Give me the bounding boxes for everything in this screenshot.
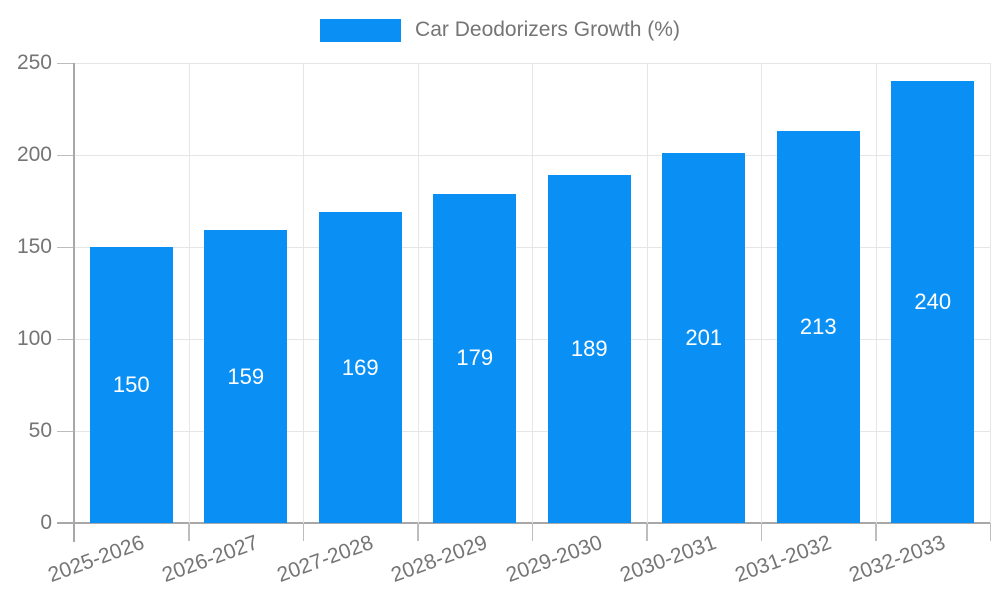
bar-value-label: 159 bbox=[227, 363, 265, 389]
y-tick-mark bbox=[57, 154, 74, 156]
y-tick-label: 250 bbox=[16, 51, 52, 74]
v-gridline bbox=[875, 63, 877, 523]
x-tick-label: 2028-2029 bbox=[388, 531, 491, 587]
legend-label: Car Deodorizers Growth (%) bbox=[415, 18, 680, 41]
bar-value-label: 179 bbox=[456, 345, 494, 371]
v-gridline bbox=[188, 63, 190, 523]
y-tick-label: 200 bbox=[16, 143, 52, 166]
v-gridline bbox=[990, 63, 991, 523]
bar-value-label: 189 bbox=[570, 336, 608, 362]
y-tick-mark bbox=[57, 246, 74, 248]
bar[interactable]: 179 bbox=[433, 193, 517, 523]
y-tick-mark bbox=[57, 338, 74, 340]
bar[interactable]: 189 bbox=[547, 175, 631, 523]
bar-value-label: 213 bbox=[799, 314, 837, 340]
bar[interactable]: 201 bbox=[662, 153, 746, 523]
y-tick-label: 150 bbox=[16, 235, 52, 258]
v-gridline bbox=[303, 63, 304, 523]
bar-value-label: 201 bbox=[685, 325, 723, 351]
y-tick-mark bbox=[57, 430, 74, 432]
x-tick-label: 2025-2026 bbox=[44, 531, 148, 587]
y-axis-line bbox=[73, 63, 75, 542]
y-tick-label: 100 bbox=[16, 327, 52, 350]
bar-value-label: 150 bbox=[112, 372, 150, 397]
legend-swatch bbox=[320, 18, 402, 42]
bar[interactable]: 159 bbox=[204, 230, 288, 523]
x-tick-mark bbox=[646, 523, 648, 541]
v-gridline bbox=[761, 63, 762, 523]
x-tick-mark bbox=[989, 523, 991, 541]
x-tick-mark bbox=[302, 523, 304, 541]
y-tick-label: 50 bbox=[28, 419, 52, 442]
v-gridline bbox=[417, 63, 419, 523]
x-tick-mark bbox=[188, 523, 190, 541]
bar-value-label: 169 bbox=[341, 354, 379, 380]
x-tick-mark bbox=[875, 523, 877, 541]
y-tick-mark bbox=[57, 62, 74, 64]
bar[interactable]: 213 bbox=[776, 131, 860, 523]
x-tick-label: 2032-2033 bbox=[846, 531, 949, 587]
x-tick-label: 2030-2031 bbox=[617, 531, 720, 587]
x-tick-mark bbox=[417, 523, 419, 541]
v-gridline bbox=[646, 63, 648, 523]
x-tick-label: 2029-2030 bbox=[502, 531, 606, 587]
bar[interactable]: 240 bbox=[891, 81, 975, 523]
legend-item[interactable]: Car Deodorizers Growth (%) bbox=[0, 18, 1000, 42]
x-tick-mark bbox=[531, 523, 533, 541]
y-tick-label: 0 bbox=[40, 511, 52, 534]
x-tick-mark bbox=[760, 523, 762, 541]
bar-value-label: 240 bbox=[914, 289, 952, 315]
v-gridline bbox=[532, 63, 533, 523]
bar[interactable]: 169 bbox=[318, 212, 402, 523]
y-tick-mark bbox=[57, 522, 74, 524]
x-tick-label: 2027-2028 bbox=[273, 531, 377, 587]
bar[interactable]: 150 bbox=[89, 247, 173, 523]
x-tick-label: 2031-2032 bbox=[731, 531, 835, 587]
x-tick-label: 2026-2027 bbox=[159, 531, 262, 587]
